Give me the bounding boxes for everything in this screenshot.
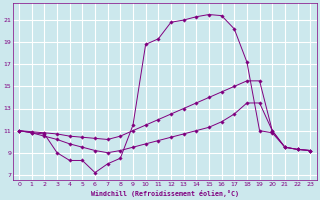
X-axis label: Windchill (Refroidissement éolien,°C): Windchill (Refroidissement éolien,°C) [91, 190, 239, 197]
